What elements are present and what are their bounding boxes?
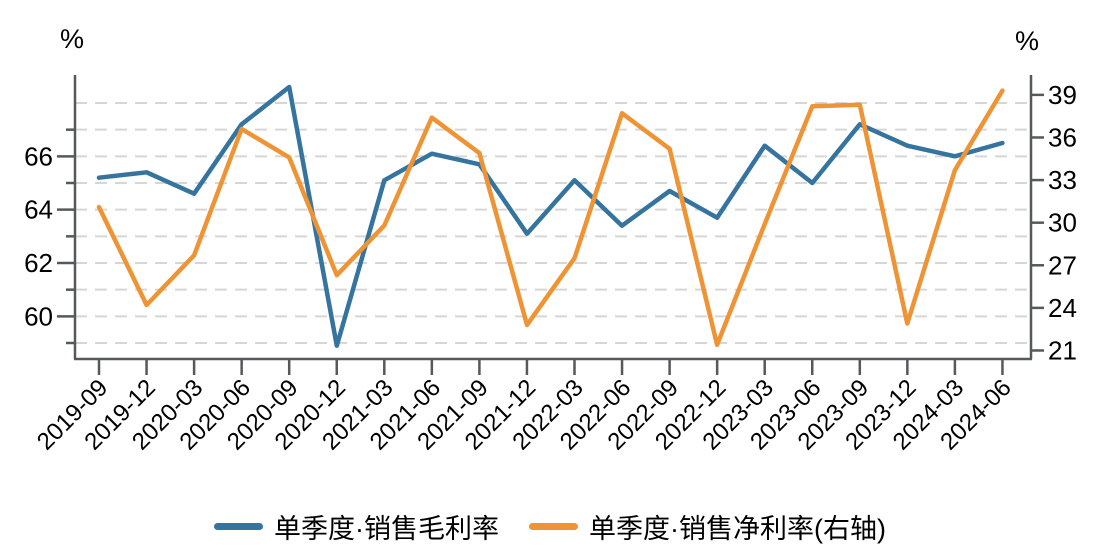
legend: 单季度·销售毛利率 单季度·销售净利率(右轴) [0, 502, 1100, 550]
right-tick-label: 33 [1048, 165, 1077, 195]
legend-item-gross-margin: 单季度·销售毛利率 [214, 507, 499, 546]
right-axis: 21 24 27 30 33 36 39 [1031, 80, 1077, 365]
right-tick-label: 27 [1048, 250, 1077, 280]
right-tick-label: 39 [1048, 80, 1077, 110]
x-axis: 2019-092019-122020-032020-062020-092020-… [32, 359, 1017, 456]
right-tick-label: 36 [1048, 122, 1077, 152]
right-tick-label: 24 [1048, 293, 1077, 323]
right-tick-label: 30 [1048, 208, 1077, 238]
right-tick-label: 21 [1048, 335, 1077, 365]
left-axis: 60 62 64 66 [24, 128, 75, 345]
left-axis-unit-label: % [60, 24, 85, 54]
left-tick-label: 64 [24, 195, 53, 225]
right-axis-unit-label: % [1015, 26, 1040, 56]
series-lines [96, 84, 1005, 348]
left-tick-label: 60 [24, 301, 53, 331]
legend-item-net-margin: 单季度·销售净利率(右轴) [529, 507, 886, 546]
legend-label-gross-margin: 单季度·销售毛利率 [274, 513, 499, 544]
series-gross-margin-line [96, 84, 1005, 348]
legend-swatch-net-margin [529, 522, 578, 530]
left-tick-label: 62 [24, 248, 53, 278]
legend-swatch-gross-margin [214, 522, 263, 530]
series-net-margin-line [96, 88, 1005, 348]
left-tick-label: 66 [24, 141, 53, 171]
legend-label-net-margin: 单季度·销售净利率(右轴) [589, 513, 886, 544]
axes [73, 75, 1033, 361]
